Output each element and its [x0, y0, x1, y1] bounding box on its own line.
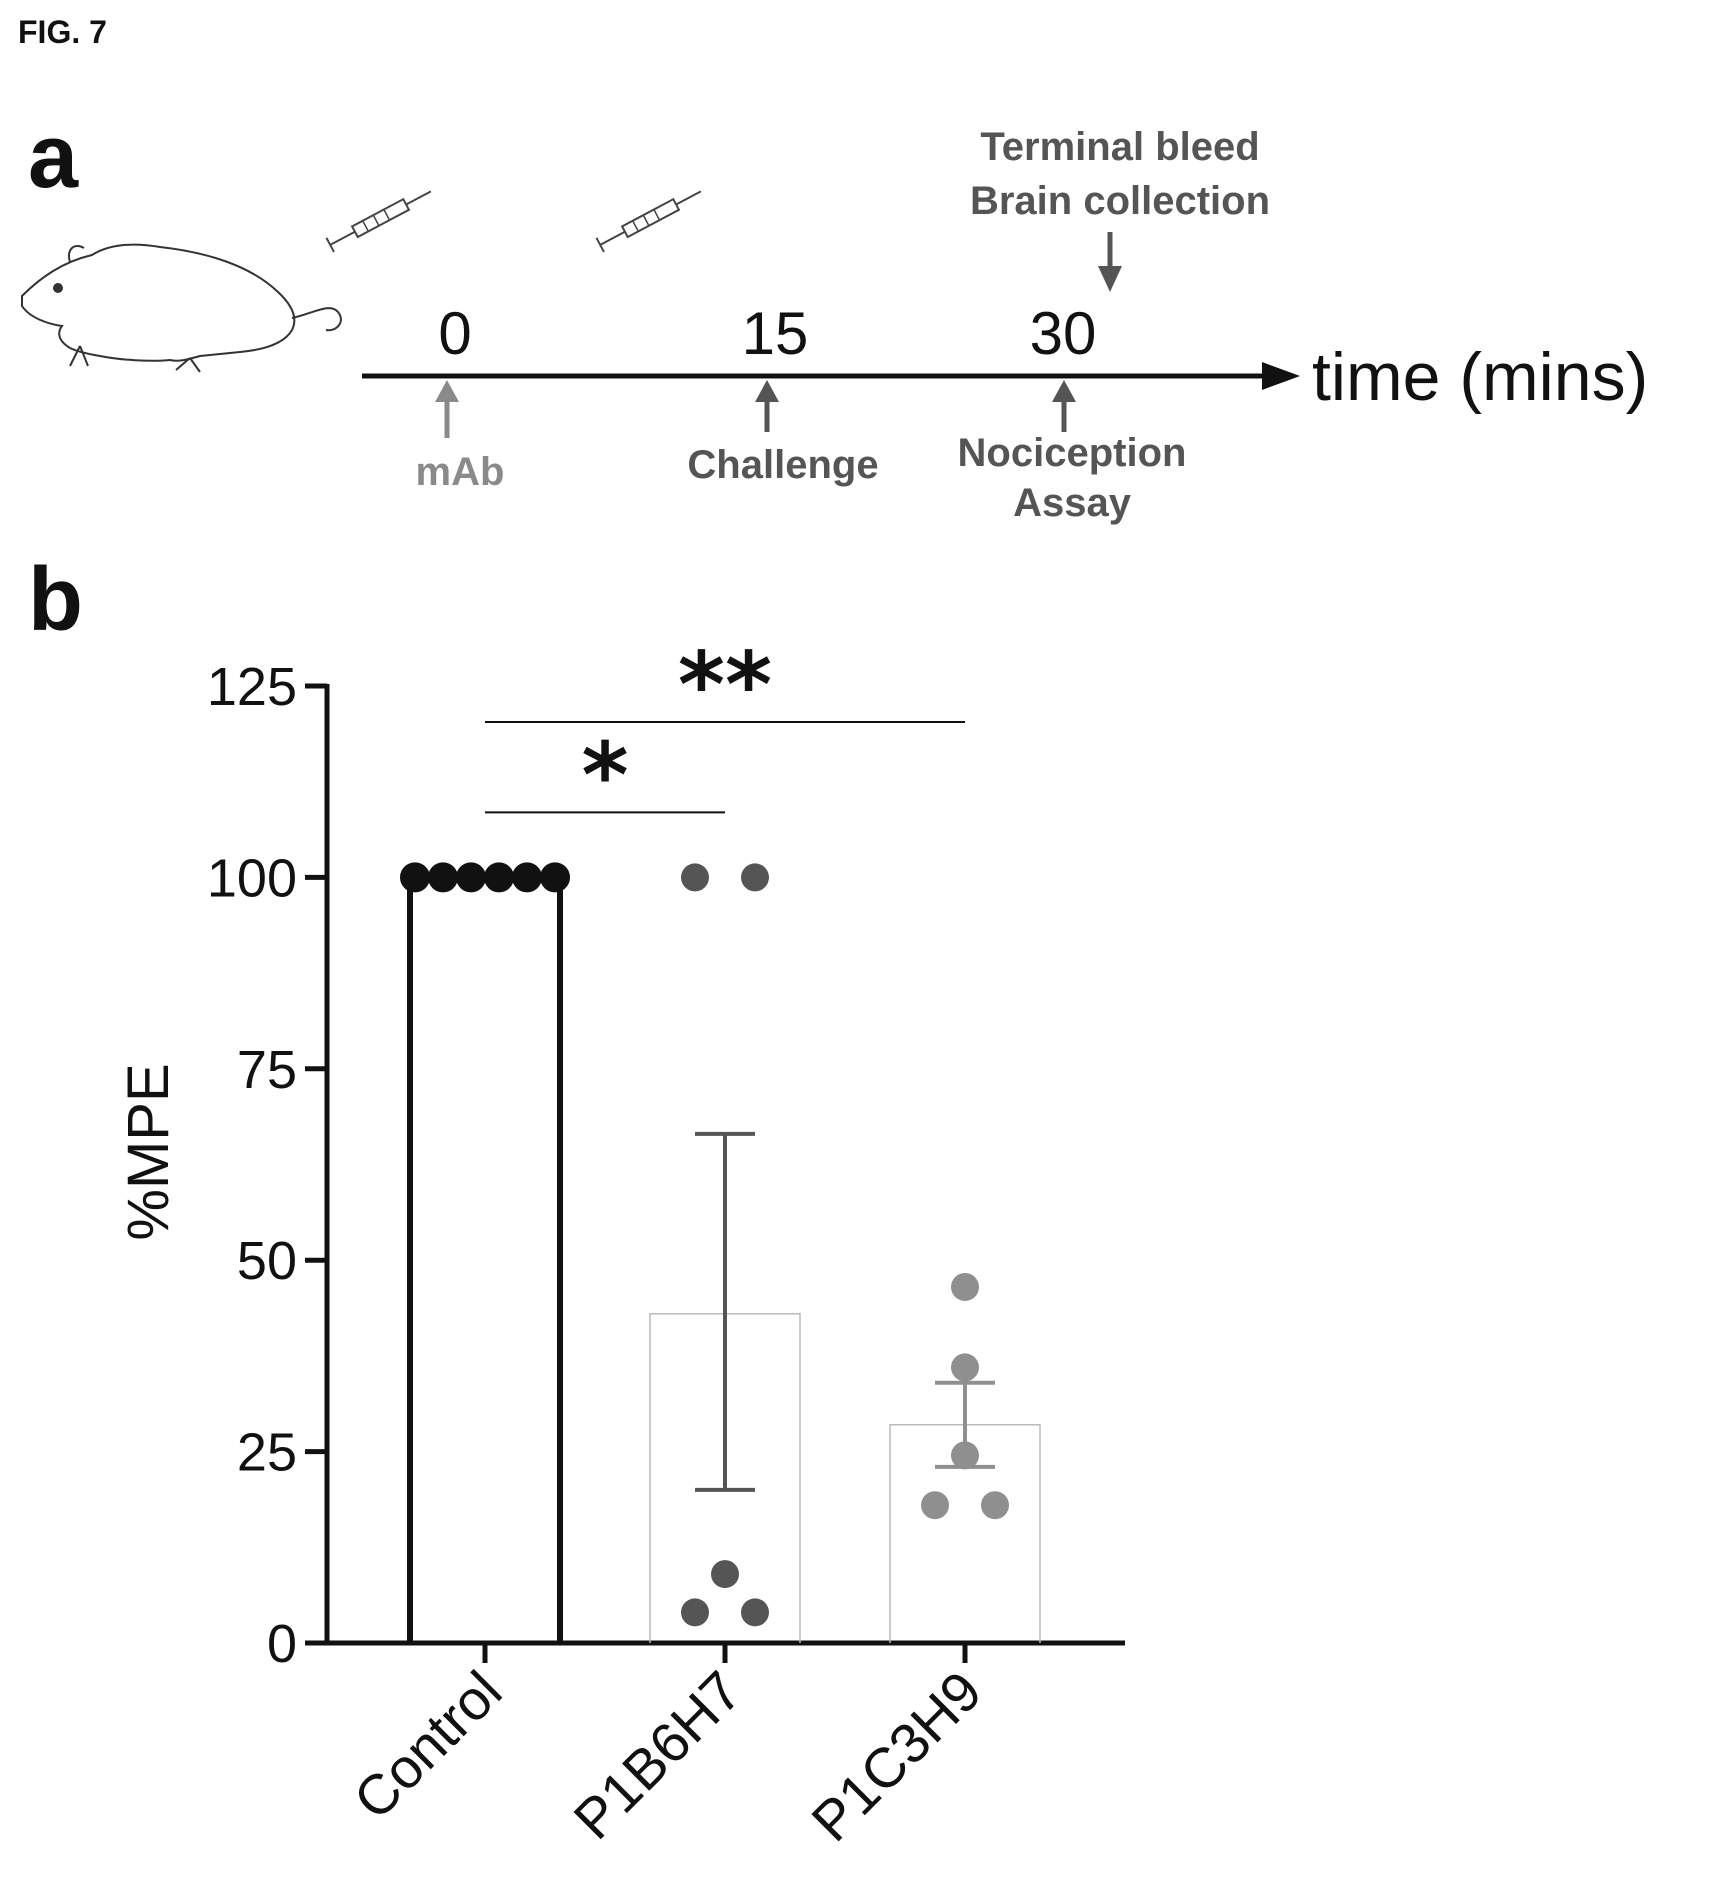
brain-collection-label: Brain collection — [970, 179, 1270, 223]
x-tick-label: P1C3H9 — [799, 1659, 993, 1853]
figure-label: FIG. 7 — [18, 14, 107, 50]
data-point-p1b6h7 — [741, 863, 769, 892]
data-point-control — [540, 862, 570, 893]
y-tick-label: 25 — [237, 1423, 297, 1483]
syringe-icon — [595, 190, 702, 253]
assay-label: Assay — [1013, 481, 1132, 525]
significance-label: ** — [678, 633, 772, 738]
bar-control — [407, 874, 563, 1643]
data-point-p1c3h9 — [951, 1353, 979, 1382]
panel-a-letter: a — [28, 107, 79, 207]
tick-30: 30 — [1030, 300, 1097, 367]
time-axis-label: time (mins) — [1312, 339, 1648, 415]
tick-0: 0 — [438, 300, 471, 367]
data-point-p1b6h7 — [711, 1560, 739, 1589]
syringe-icon — [325, 190, 432, 253]
y-tick-label: 0 — [267, 1614, 297, 1674]
panel-b-letter: b — [28, 550, 83, 650]
data-point-control — [484, 862, 514, 893]
arrow-up-icon — [435, 380, 459, 438]
timeline-diagram: time (mins) 0 15 30 Terminal bleed Brain… — [21, 125, 1648, 525]
data-point-control — [456, 862, 486, 893]
data-point-p1c3h9 — [981, 1491, 1009, 1520]
y-tick-label: 75 — [237, 1040, 297, 1100]
tick-15: 15 — [742, 300, 809, 367]
data-point-p1c3h9 — [951, 1272, 979, 1301]
significance-label: * — [581, 723, 628, 828]
data-point-control — [512, 862, 542, 893]
y-tick-label: 50 — [237, 1231, 297, 1291]
terminal-bleed-label: Terminal bleed — [980, 125, 1259, 169]
data-point-p1b6h7 — [741, 1598, 769, 1627]
data-point-p1b6h7 — [681, 863, 709, 892]
mab-label: mAb — [416, 450, 505, 494]
arrow-up-icon — [1052, 380, 1076, 432]
arrow-down-icon — [1098, 232, 1122, 292]
arrow-up-icon — [755, 380, 779, 432]
data-point-p1c3h9 — [951, 1441, 979, 1470]
x-tick-label: Control — [341, 1659, 513, 1831]
data-point-control — [400, 862, 430, 893]
y-tick-label: 125 — [207, 657, 297, 717]
mouse-icon — [21, 243, 342, 373]
data-point-control — [428, 862, 458, 893]
x-tick-label: P1B6H7 — [561, 1659, 753, 1851]
y-axis-label: %MPE — [116, 1063, 181, 1240]
y-tick-label: 100 — [207, 848, 297, 908]
data-point-p1c3h9 — [921, 1491, 949, 1520]
data-point-p1b6h7 — [681, 1598, 709, 1627]
nociception-label: Nociception — [958, 431, 1187, 475]
timeline-arrowhead — [1262, 362, 1300, 390]
challenge-label: Challenge — [687, 443, 878, 487]
